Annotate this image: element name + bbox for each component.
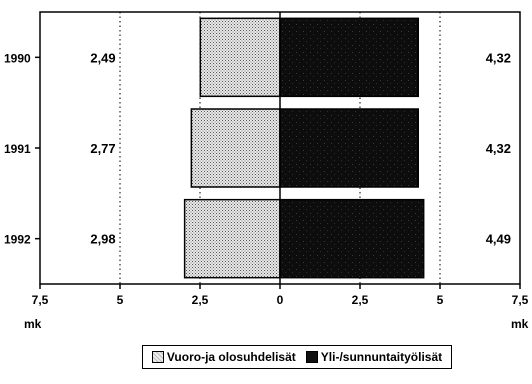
category-label-1990: 1990: [4, 51, 31, 65]
legend-label-left: Vuoro-ja olosuhdelisät: [166, 350, 296, 364]
x-unit-label-left: mk: [24, 317, 42, 331]
legend-item-left: Vuoro-ja olosuhdelisät: [151, 350, 296, 364]
category-label-1992: 1992: [4, 233, 31, 247]
legend-swatch-right: [305, 351, 318, 363]
value-label-left-1991: 2,77: [90, 141, 115, 156]
legend-label-right: Yli-/sunnuntaityölisät: [320, 350, 443, 364]
x-tick-label-6: 7,5: [512, 293, 529, 307]
legend: Vuoro-ja olosuhdelisät Yli-/sunnuntaityö…: [142, 345, 452, 369]
value-label-right-1990: 4,32: [486, 50, 511, 65]
legend-item-right: Yli-/sunnuntaityölisät: [305, 350, 443, 364]
bar-right-1992: [279, 198, 425, 279]
x-unit-label-right: mk: [511, 317, 529, 331]
x-tick-label-5: 5: [437, 293, 444, 307]
category-label-1991: 1991: [4, 142, 31, 156]
x-tick-label-1: 5: [117, 293, 124, 307]
x-tick-label-4: 2,5: [352, 293, 369, 307]
bar-left-1992: [183, 198, 281, 279]
x-tick-label-0: 7,5: [32, 293, 49, 307]
value-label-right-1991: 4,32: [486, 141, 511, 156]
bar-left-1990: [199, 17, 281, 98]
bar-left-1991: [190, 108, 281, 188]
legend-swatch-left: [151, 351, 164, 363]
value-label-left-1992: 2,98: [90, 232, 115, 247]
value-label-right-1992: 4,49: [486, 232, 511, 247]
bar-right-1990: [279, 17, 419, 98]
x-tick-label-3: 0: [277, 293, 284, 307]
bar-right-1991: [279, 108, 419, 188]
bars: [183, 17, 425, 279]
x-tick-label-2: 2,5: [192, 293, 209, 307]
labels: 7,5 5 2,5 0 2,5 5 7,5 mk mk 1990 2,49 4,32 1991 2,77 4…: [4, 50, 529, 331]
value-label-left-1990: 2,49: [90, 50, 115, 65]
